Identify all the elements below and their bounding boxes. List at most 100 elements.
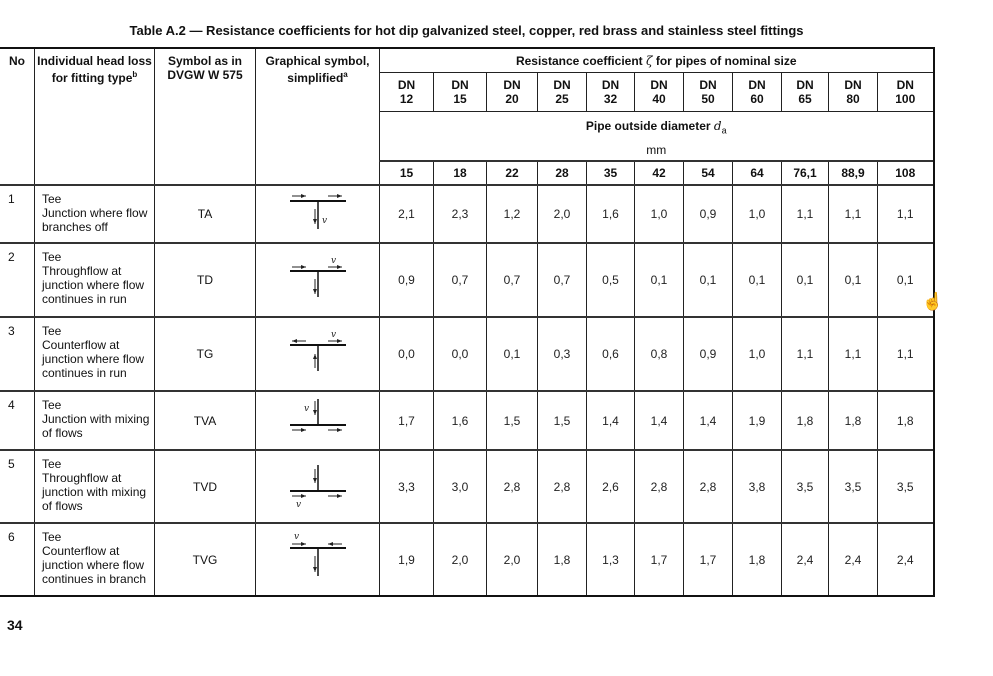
fitting-description: Tee Throughflow at junction with mixing o…	[34, 449, 155, 524]
zeta-symbol: ζ	[646, 53, 653, 68]
row-number: 5	[0, 449, 35, 524]
svg-text:v: v	[296, 500, 301, 509]
fitting-type: Tee	[42, 324, 62, 339]
outside-diameter-header: 28	[537, 160, 587, 186]
resistance-value: 3,5	[781, 449, 829, 524]
outside-diameter-header: 54	[683, 160, 733, 186]
resistance-value: 1,2	[486, 184, 538, 244]
graphical-symbol-cell: v	[255, 449, 380, 524]
resistance-value: 3,5	[877, 449, 935, 524]
resistance-value: 1,1	[877, 316, 935, 392]
outside-diameter-header: 42	[634, 160, 684, 186]
resistance-value: 1,8	[828, 390, 878, 451]
table-row: 5 Tee Throughflow at junction with mixing …	[0, 449, 935, 524]
resistance-value: 3,3	[379, 449, 434, 524]
resistance-value: 1,0	[634, 184, 684, 244]
resistance-value: 2,1	[379, 184, 434, 244]
resistance-value: 1,8	[781, 390, 829, 451]
table-row: 3 Tee Counterflow at junction where flow c…	[0, 316, 935, 392]
resistance-value: 2,6	[586, 449, 635, 524]
graphical-symbol-cell: v	[255, 184, 380, 244]
resistance-value: 0,9	[683, 316, 733, 392]
resistance-value: 0,7	[433, 242, 487, 318]
resistance-value: 2,3	[433, 184, 487, 244]
tee-counterflow-branch-icon: v	[289, 532, 346, 577]
resistance-value: 1,9	[379, 522, 434, 598]
resistance-value: 1,3	[586, 522, 635, 598]
resistance-value: 1,1	[828, 316, 878, 392]
resistance-value: 0,1	[634, 242, 684, 318]
table-title: Table A.2 — Resistance coefficients for …	[129, 23, 804, 38]
header-loss: Individual head loss for fitting typeb	[34, 47, 155, 186]
resistance-value: 2,0	[433, 522, 487, 598]
outside-diameter-header: 15	[379, 160, 434, 186]
tee-branch-off-icon: v	[289, 193, 346, 229]
nominal-size-header: DN 15	[433, 72, 487, 112]
resistance-value: 1,5	[537, 390, 587, 451]
footnote-b: b	[132, 70, 138, 79]
resistance-value: 0,5	[586, 242, 635, 318]
outside-diameter-header: 35	[586, 160, 635, 186]
dvgw-symbol: TVG	[154, 522, 256, 598]
resistance-value: 3,8	[732, 449, 782, 524]
svg-text:v: v	[331, 330, 336, 340]
fitting-description: Tee Junction with mixing of flows	[34, 390, 155, 451]
tee-mixing-icon: v	[289, 399, 346, 433]
footnote-a: a	[343, 70, 348, 79]
resistance-value: 1,5	[486, 390, 538, 451]
nominal-size-header: DN 60	[732, 72, 782, 112]
resistance-value: 0,6	[586, 316, 635, 392]
row-number: 3	[0, 316, 35, 392]
resistance-value: 1,4	[634, 390, 684, 451]
resistance-value: 2,4	[877, 522, 935, 598]
resistance-value: 2,8	[683, 449, 733, 524]
svg-text:v: v	[304, 404, 309, 414]
nominal-size-header: DN 32	[586, 72, 635, 112]
outside-diameter-header: 76,1	[781, 160, 829, 186]
table-row: 2 Tee Throughflow at junction where flow c…	[0, 242, 935, 318]
fitting-type: Tee	[42, 457, 62, 472]
row-number: 2	[0, 242, 35, 318]
resistance-value: 1,4	[586, 390, 635, 451]
header-pipe-od: Pipe outside diameter da mm	[379, 111, 935, 162]
dvgw-symbol: TA	[154, 184, 256, 244]
header-no: No	[0, 47, 35, 186]
nominal-size-header: DN 20	[486, 72, 538, 112]
header-symbol: Symbol as in DVGW W 575	[154, 47, 256, 186]
resistance-value: 1,9	[732, 390, 782, 451]
resistance-table: No Individual head loss for fitting type…	[0, 47, 935, 598]
resistance-value: 1,8	[537, 522, 587, 598]
header-loss-text: Individual head loss for fitting type	[37, 54, 152, 85]
outside-diameter-header: 64	[732, 160, 782, 186]
pipe-od-label: Pipe outside diameter	[585, 119, 711, 133]
resistance-label-suffix: for pipes of nominal size	[655, 53, 797, 68]
resistance-value: 1,7	[683, 522, 733, 598]
fitting-detail: Junction with mixing of flows	[42, 412, 150, 441]
page-number: 34	[7, 617, 23, 633]
resistance-value: 1,8	[877, 390, 935, 451]
resistance-value: 1,7	[634, 522, 684, 598]
resistance-label: Resistance coefficient	[515, 53, 643, 68]
resistance-value: 1,1	[877, 184, 935, 244]
resistance-value: 0,0	[433, 316, 487, 392]
fitting-description: Tee Counterflow at junction where flow co…	[34, 522, 155, 598]
resistance-value: 1,7	[379, 390, 434, 451]
resistance-value: 0,1	[732, 242, 782, 318]
nominal-size-header: DN 80	[828, 72, 878, 112]
nominal-size-header: DN 100	[877, 72, 935, 112]
fitting-description: Tee Throughflow at junction where flow co…	[34, 242, 155, 318]
nominal-size-row: DN 12 DN 15 DN 20 DN 25 DN 32 DN 40 DN 50 DN 60 DN 65 DN 80…	[0, 72, 935, 112]
resistance-value: 1,0	[732, 184, 782, 244]
header-resistance: Resistance coefficient ζ for pipes of no…	[379, 47, 935, 73]
table-row: 4 Tee Junction with mixing of flows TVA v 1,7…	[0, 390, 935, 451]
resistance-value: 1,8	[732, 522, 782, 598]
resistance-value: 1,6	[433, 390, 487, 451]
resistance-value: 3,5	[828, 449, 878, 524]
pipe-od-subscript: a	[721, 125, 727, 136]
resistance-value: 0,9	[379, 242, 434, 318]
resistance-value: 1,4	[683, 390, 733, 451]
fitting-type: Tee	[42, 250, 62, 265]
unit-label: mm	[646, 143, 667, 158]
pipe-od-symbol: d	[713, 119, 722, 133]
resistance-value: 0,1	[486, 316, 538, 392]
